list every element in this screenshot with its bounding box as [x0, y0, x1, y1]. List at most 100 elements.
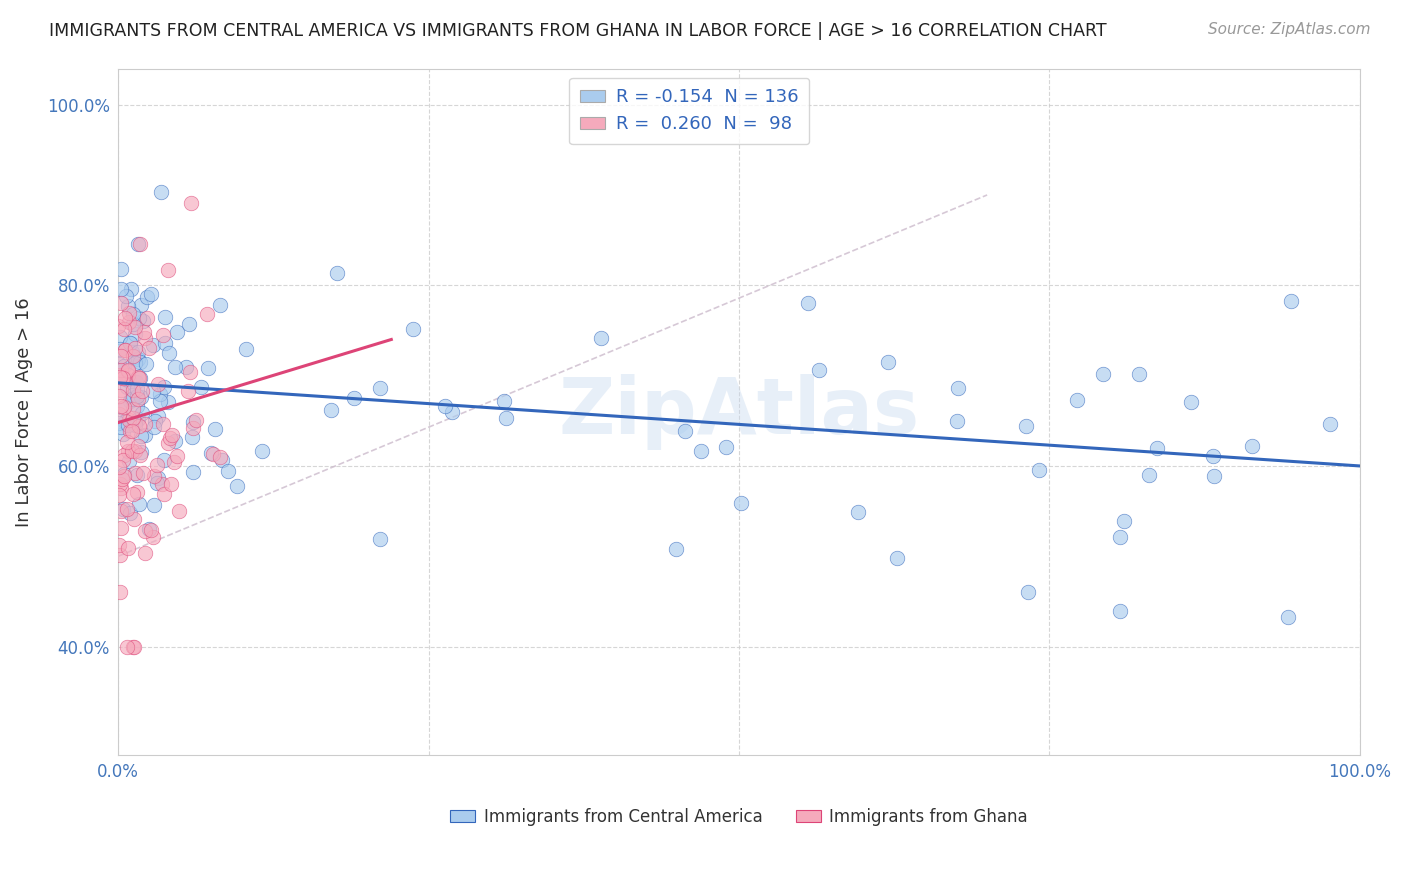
Point: [181, 466, 204, 480]
Point: [141, 384, 163, 399]
Point: [145, 476, 167, 491]
Point: [946, 414, 969, 428]
Point: [132, 466, 155, 480]
Point: [125, 399, 148, 413]
Point: [1204, 469, 1226, 483]
Point: [107, 416, 129, 430]
Point: [131, 406, 153, 420]
Point: [110, 329, 132, 343]
Point: [110, 399, 132, 413]
Point: [111, 426, 134, 441]
Point: [1241, 439, 1264, 453]
Point: [112, 452, 135, 467]
Point: [235, 342, 257, 356]
Point: [132, 314, 155, 328]
Point: [110, 504, 132, 518]
Point: [117, 640, 139, 654]
Point: [217, 464, 239, 478]
Point: [131, 384, 153, 399]
Point: [121, 344, 143, 359]
Point: [127, 370, 149, 384]
Point: [177, 384, 200, 398]
Point: [111, 371, 134, 385]
Point: [201, 447, 224, 461]
Point: [124, 466, 146, 480]
Point: [134, 546, 156, 560]
Point: [211, 453, 233, 467]
Point: [122, 640, 145, 654]
Point: [118, 315, 141, 329]
Point: [166, 449, 188, 463]
Point: [142, 419, 165, 434]
Point: [181, 415, 204, 429]
Point: [368, 381, 391, 395]
Point: [150, 185, 173, 199]
Point: [138, 341, 160, 355]
Point: [495, 410, 517, 425]
Point: [1202, 449, 1225, 463]
Point: [591, 331, 613, 345]
Point: [111, 472, 134, 486]
Point: [129, 445, 152, 459]
Point: [141, 523, 163, 537]
Point: [117, 368, 139, 383]
Point: [118, 336, 141, 351]
Point: [118, 453, 141, 467]
Point: [117, 363, 139, 377]
Point: [122, 402, 145, 417]
Point: [321, 403, 343, 417]
Point: [114, 343, 136, 357]
Point: [1180, 394, 1202, 409]
Point: [118, 413, 141, 427]
Point: [124, 342, 146, 356]
Point: [125, 484, 148, 499]
Point: [142, 338, 165, 352]
Point: [208, 298, 231, 312]
Point: [117, 541, 139, 556]
Point: [111, 401, 134, 415]
Point: [117, 418, 139, 433]
Point: [153, 310, 176, 325]
Point: [690, 443, 713, 458]
Point: [125, 376, 148, 390]
Point: [128, 370, 150, 384]
Point: [127, 439, 149, 453]
Point: [117, 364, 139, 378]
Point: [1319, 417, 1341, 431]
Point: [107, 389, 129, 403]
Point: [112, 467, 135, 482]
Point: [174, 359, 197, 374]
Point: [115, 502, 138, 516]
Text: ZipAtlas: ZipAtlas: [558, 374, 920, 450]
Point: [225, 479, 247, 493]
Y-axis label: In Labor Force | Age > 16: In Labor Force | Age > 16: [15, 297, 32, 526]
Point: [124, 327, 146, 342]
Point: [141, 286, 163, 301]
Point: [145, 458, 167, 473]
Point: [107, 488, 129, 502]
Point: [134, 417, 156, 432]
Point: [121, 444, 143, 458]
Point: [108, 460, 131, 475]
Point: [128, 371, 150, 385]
Point: [1108, 530, 1130, 544]
Point: [122, 349, 145, 363]
Point: [143, 469, 166, 483]
Point: [128, 419, 150, 434]
Point: [121, 486, 143, 500]
Point: [492, 393, 515, 408]
Point: [180, 196, 202, 211]
Point: [125, 467, 148, 482]
Point: [716, 440, 738, 454]
Point: [115, 434, 138, 449]
Point: [181, 421, 204, 435]
Point: [136, 311, 159, 326]
Point: [440, 405, 463, 419]
Point: [135, 290, 157, 304]
Point: [107, 538, 129, 552]
Point: [112, 448, 135, 462]
Point: [797, 296, 820, 310]
Point: [156, 394, 179, 409]
Point: [197, 360, 219, 375]
Point: [134, 524, 156, 538]
